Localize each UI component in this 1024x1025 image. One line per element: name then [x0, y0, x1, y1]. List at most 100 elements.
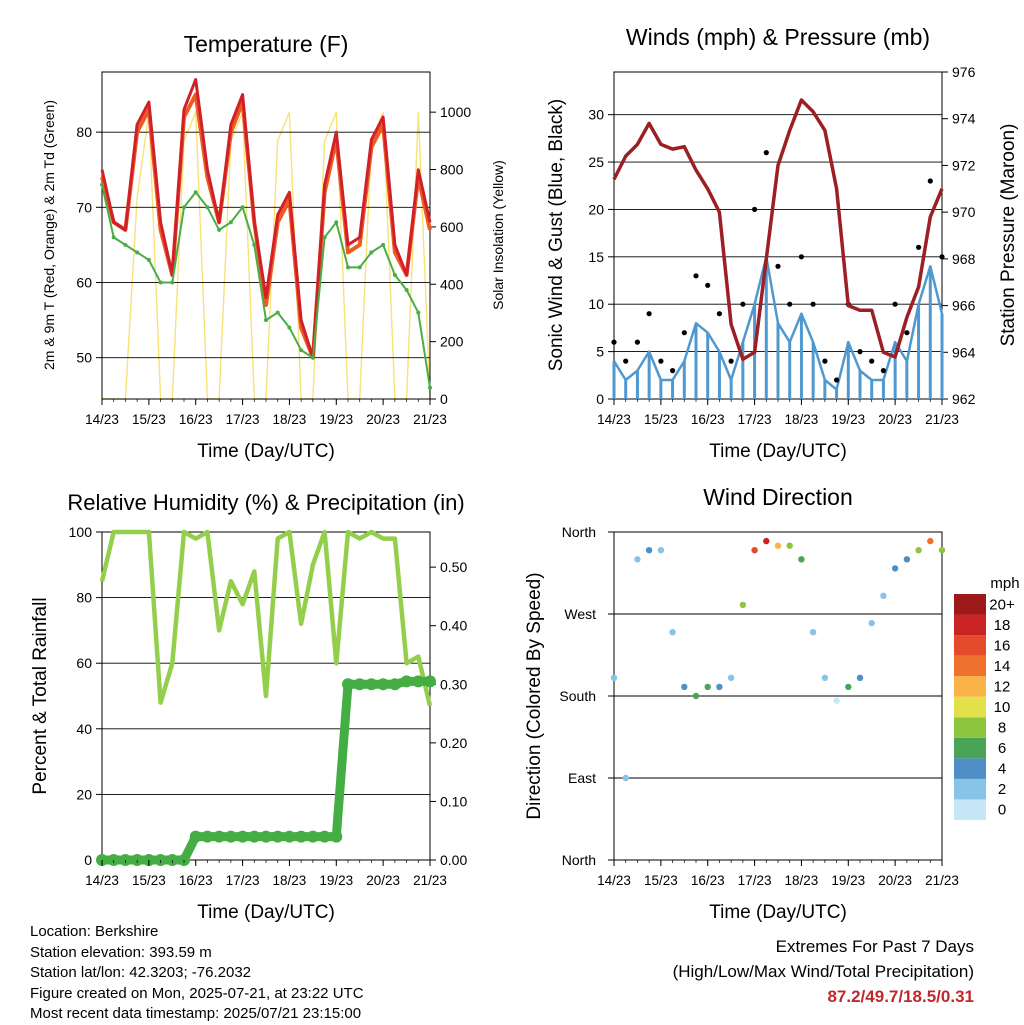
temperature-x-tick-label: 14/23 [85, 412, 119, 427]
direction-y-tick-label: East [568, 770, 596, 786]
gust-point [705, 282, 711, 288]
gust-point [693, 273, 699, 279]
temperature-right-tick-label: 0 [440, 391, 448, 407]
direction-point [727, 674, 735, 681]
legend-swatch [954, 696, 986, 718]
station-info: Location: Berkshire Station elevation: 3… [30, 922, 364, 1025]
direction-point [786, 542, 793, 549]
dewpoint-point [158, 280, 163, 285]
relative-humidity-line [99, 529, 433, 707]
humidity-x-tick-label: 17/23 [226, 873, 260, 888]
humidity-x-tick-label: 18/23 [273, 873, 307, 888]
direction-x-tick-label: 21/23 [925, 873, 959, 888]
legend-level-label: 18 [994, 617, 1011, 634]
extremes-values: 87.2/49.7/18.5/0.31 [827, 987, 974, 1006]
humidity-x-tick-label: 14/23 [85, 873, 119, 888]
dewpoint-point [182, 205, 186, 210]
humidity-x-tick-label: 15/23 [132, 873, 166, 888]
winds-x-tick-label: 21/23 [925, 412, 959, 427]
gust-point [752, 206, 758, 212]
temperature-x-tick-label: 16/23 [179, 412, 213, 427]
winds-left-tick-label: 15 [588, 249, 604, 265]
winds-right-tick-label: 968 [952, 251, 976, 267]
temperature-x-tick-label: 15/23 [132, 412, 166, 427]
legend-level-label: 14 [994, 658, 1011, 675]
temperature-right-tick-label: 1000 [440, 104, 471, 120]
direction-point [645, 547, 653, 554]
station-elevation: Station elevation: 393.59 m [30, 943, 212, 961]
direction-point [833, 697, 840, 704]
legend-swatch [954, 758, 986, 779]
legend-swatch [954, 676, 986, 697]
gust-point [658, 358, 664, 364]
dewpoint-point [275, 310, 280, 315]
dewpoint-point [170, 280, 175, 285]
gust-point [716, 311, 723, 317]
humidity-x-tick-label: 19/23 [319, 873, 353, 888]
humidity-left-tick-label: 100 [69, 524, 93, 540]
temperature-right-tick-label: 200 [440, 334, 464, 350]
direction-point [681, 683, 688, 691]
direction-point [692, 692, 700, 700]
dewpoint-point [123, 242, 128, 247]
dewpoint-point [346, 265, 350, 270]
dewpoint-point [299, 348, 304, 353]
winds-right-tick-label: 972 [952, 157, 976, 173]
direction-x-tick-label: 14/23 [597, 873, 631, 888]
direction-point [891, 565, 899, 572]
humidity-x-tick-label: 16/23 [179, 873, 213, 888]
direction-point [856, 674, 864, 681]
winds-panel: Winds (mph) & Pressure (mb) Time (Day/UT… [546, 24, 1019, 462]
winds-x-tick-label: 18/23 [785, 412, 819, 427]
extremes-summary: Extremes For Past 7 Days (High/Low/Max W… [673, 934, 974, 1009]
direction-x-label: Time (Day/UTC) [709, 902, 847, 923]
winds-x-tick-label: 19/23 [831, 412, 865, 427]
temperature-left-tick-label: 70 [76, 199, 92, 215]
gust-point [681, 330, 687, 336]
legend-level-label: 2 [998, 781, 1006, 798]
gust-point [880, 368, 887, 374]
dewpoint-point [111, 235, 116, 240]
winds-x-tick-label: 15/23 [644, 412, 678, 427]
gust-point [763, 150, 769, 156]
direction-legend-title: mph [990, 575, 1019, 592]
gust-point [634, 339, 641, 345]
dewpoint-point [135, 250, 140, 255]
winds-y2-label: Station Pressure (Maroon) [998, 124, 1019, 347]
temperature-x-tick-label: 17/23 [226, 412, 260, 427]
legend-swatch [954, 594, 986, 615]
legend-swatch [954, 655, 986, 677]
dewpoint-point [381, 242, 386, 247]
direction-point [915, 547, 922, 554]
winds-right-tick-label: 966 [952, 298, 976, 314]
station-location: Location: Berkshire [30, 923, 159, 940]
temperature-x-label: Time (Day/UTC) [197, 441, 335, 462]
direction-point [657, 547, 665, 554]
winds-right-tick-label: 970 [952, 204, 976, 220]
legend-level-label: 6 [998, 740, 1006, 757]
gust-point [869, 358, 875, 364]
winds-x-tick-label: 16/23 [691, 412, 725, 427]
legend-level-label: 12 [994, 678, 1011, 695]
gust-point [834, 377, 840, 383]
direction-x-tick-label: 17/23 [738, 873, 772, 888]
direction-x-tick-label: 20/23 [878, 873, 912, 888]
temperature-x-tick-label: 21/23 [413, 412, 447, 427]
winds-left-tick-label: 10 [588, 296, 604, 312]
direction-title: Wind Direction [703, 484, 853, 510]
humidity-right-tick-label: 0.00 [440, 852, 467, 868]
legend-level-label: 8 [998, 720, 1006, 737]
temperature-title: Temperature (F) [184, 31, 349, 57]
dewpoint-point [310, 355, 315, 360]
dewpoint-point [287, 325, 292, 330]
data-timestamp: Most recent data timestamp: 2025/07/21 2… [30, 1005, 362, 1022]
dewpoint-point [217, 227, 222, 232]
winds-right-tick-label: 964 [952, 344, 976, 360]
direction-y-tick-label: West [564, 606, 596, 622]
gust-point [892, 301, 898, 307]
direction-panel: Wind Direction Time (Day/UTC) Direction … [524, 484, 1020, 923]
gust-point [904, 330, 910, 336]
direction-point [938, 547, 946, 554]
direction-point [809, 629, 817, 636]
